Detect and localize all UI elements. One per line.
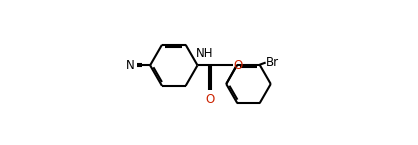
Text: O: O	[234, 59, 243, 72]
Text: NH: NH	[196, 47, 214, 60]
Text: Br: Br	[266, 56, 279, 69]
Text: O: O	[206, 93, 215, 106]
Text: N: N	[125, 59, 134, 72]
